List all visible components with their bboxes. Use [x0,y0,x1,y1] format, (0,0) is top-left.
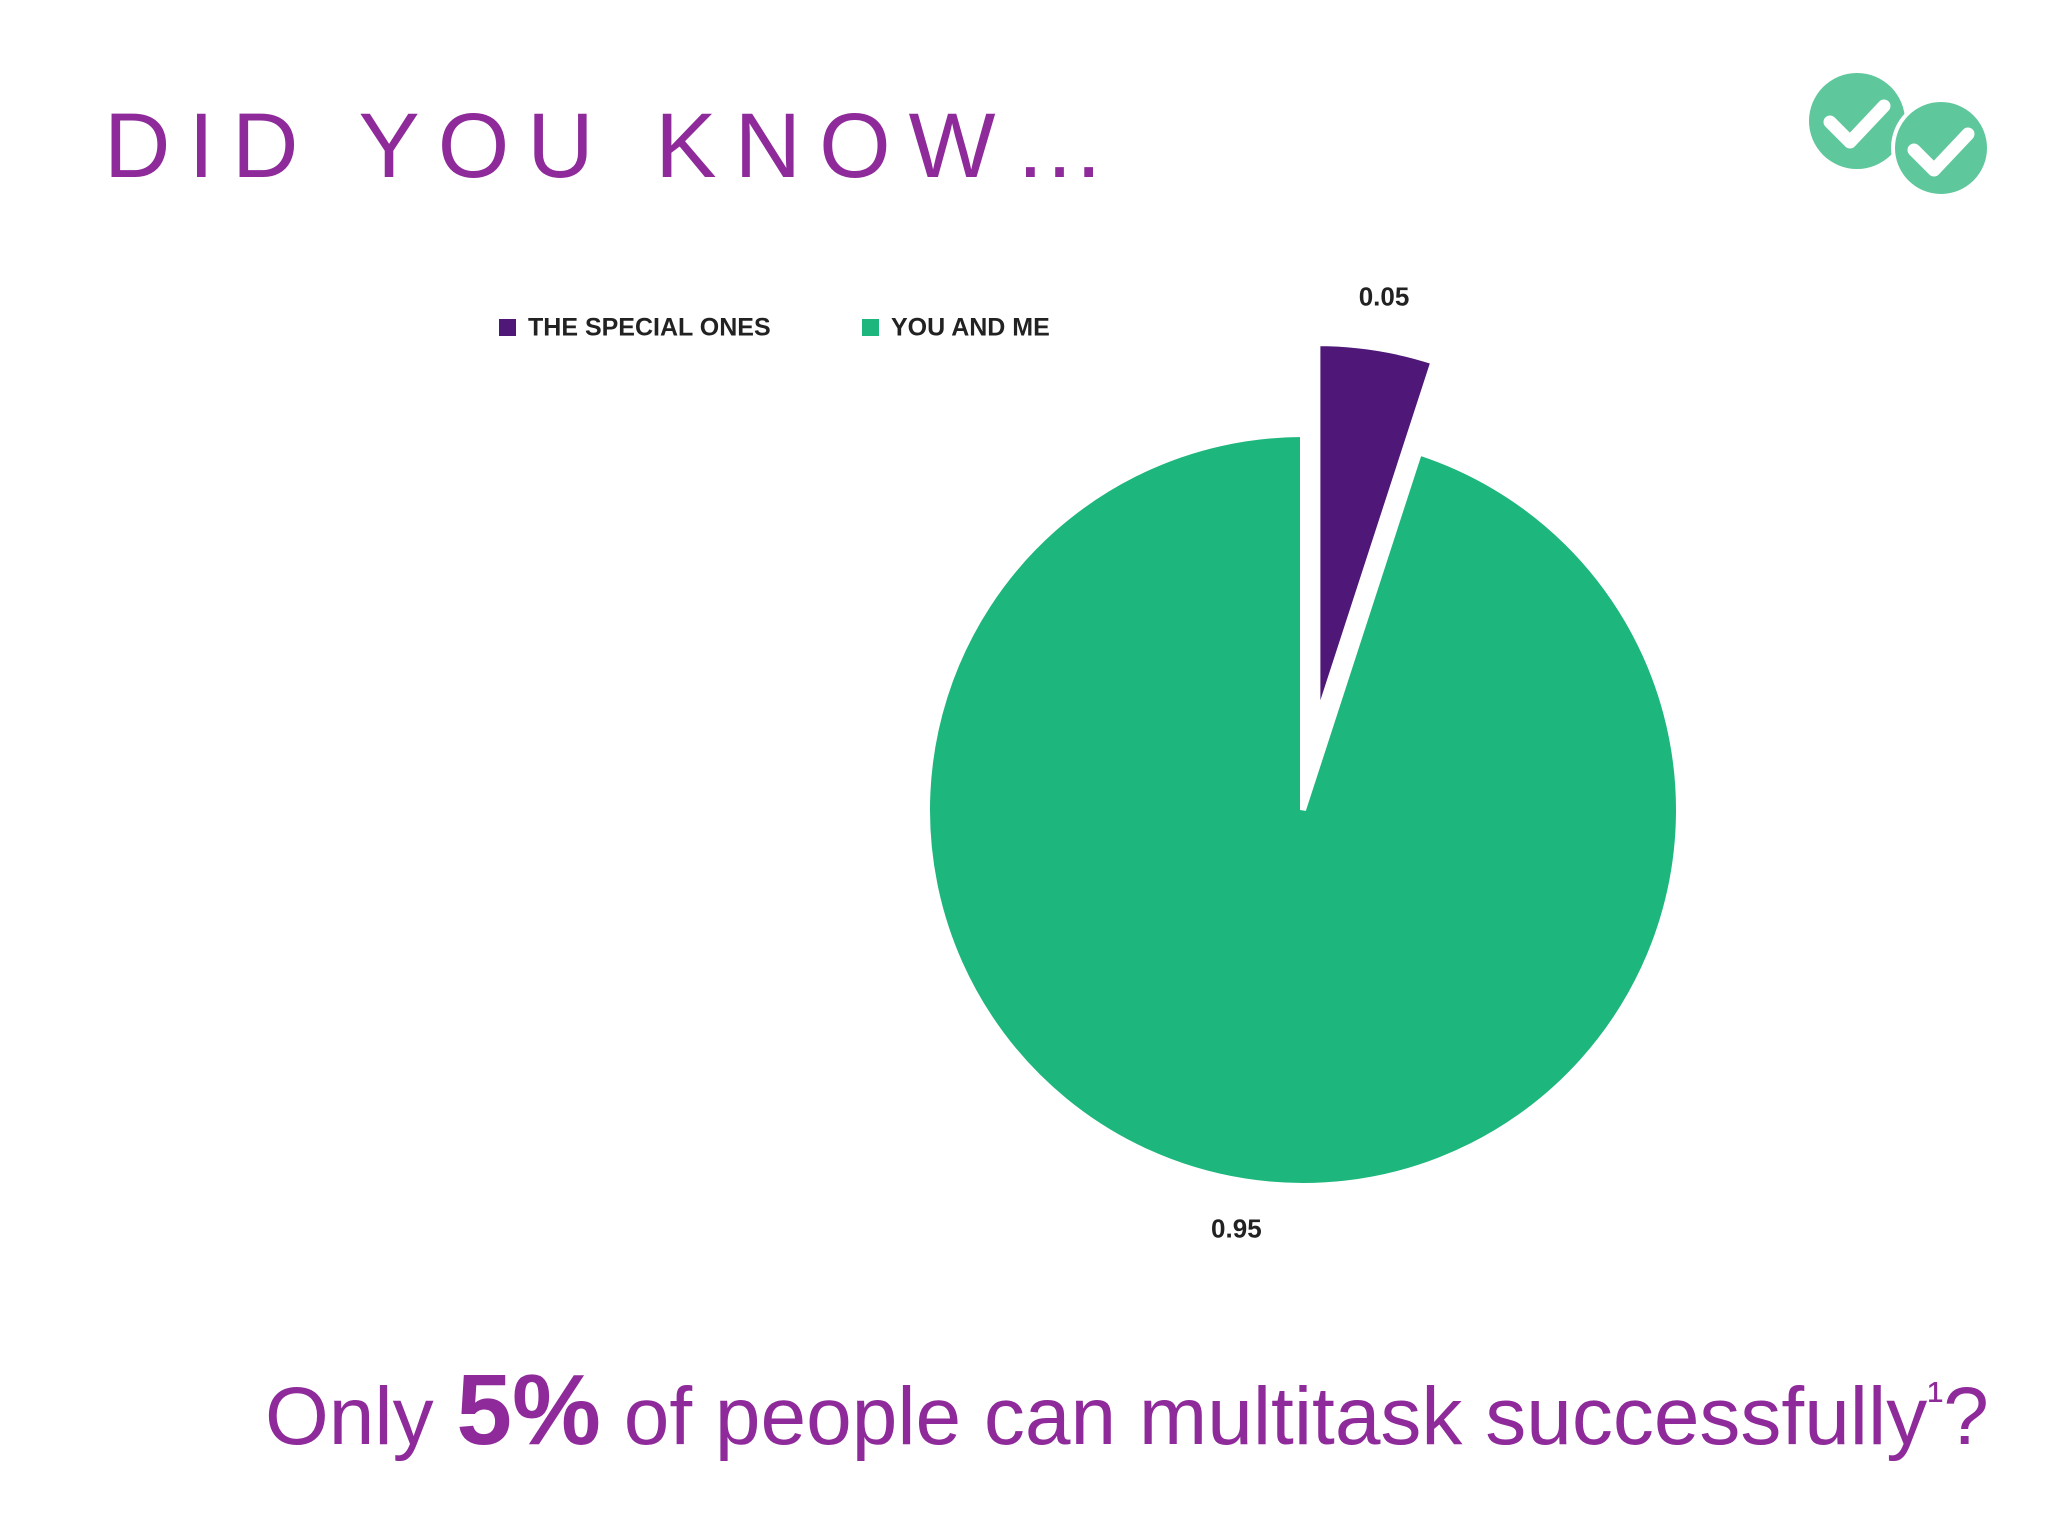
pie-slice [924,430,1682,1189]
logo-circle [1809,73,1905,169]
slide-title: DID YOU KNOW… [104,95,1124,197]
footer-highlight: 5% [456,1354,601,1466]
legend-label: YOU AND ME [891,314,1050,342]
footer-text: ? [1943,1371,1989,1462]
logo [1809,73,1991,198]
logo-check [1823,99,1891,149]
footer-text: of people can multitask successfully [623,1371,1928,1462]
legend-swatch [499,319,516,336]
footer-text: Only [265,1371,434,1462]
logo-circle [1891,98,1991,198]
legend-label: THE SPECIAL ONES [528,314,771,342]
data-label: 0.05 [1359,281,1410,311]
logo-check [1907,127,1975,177]
legend-swatch [862,319,879,336]
footer: Only 5% of people can multitask successf… [265,1360,1989,1460]
data-label: 0.95 [1211,1214,1262,1244]
footnote-mark: ¹ [1927,1373,1944,1427]
chart: THE SPECIAL ONES YOU AND ME 0.05 0.95 [499,73,1991,1244]
pie-slice [1314,340,1438,721]
